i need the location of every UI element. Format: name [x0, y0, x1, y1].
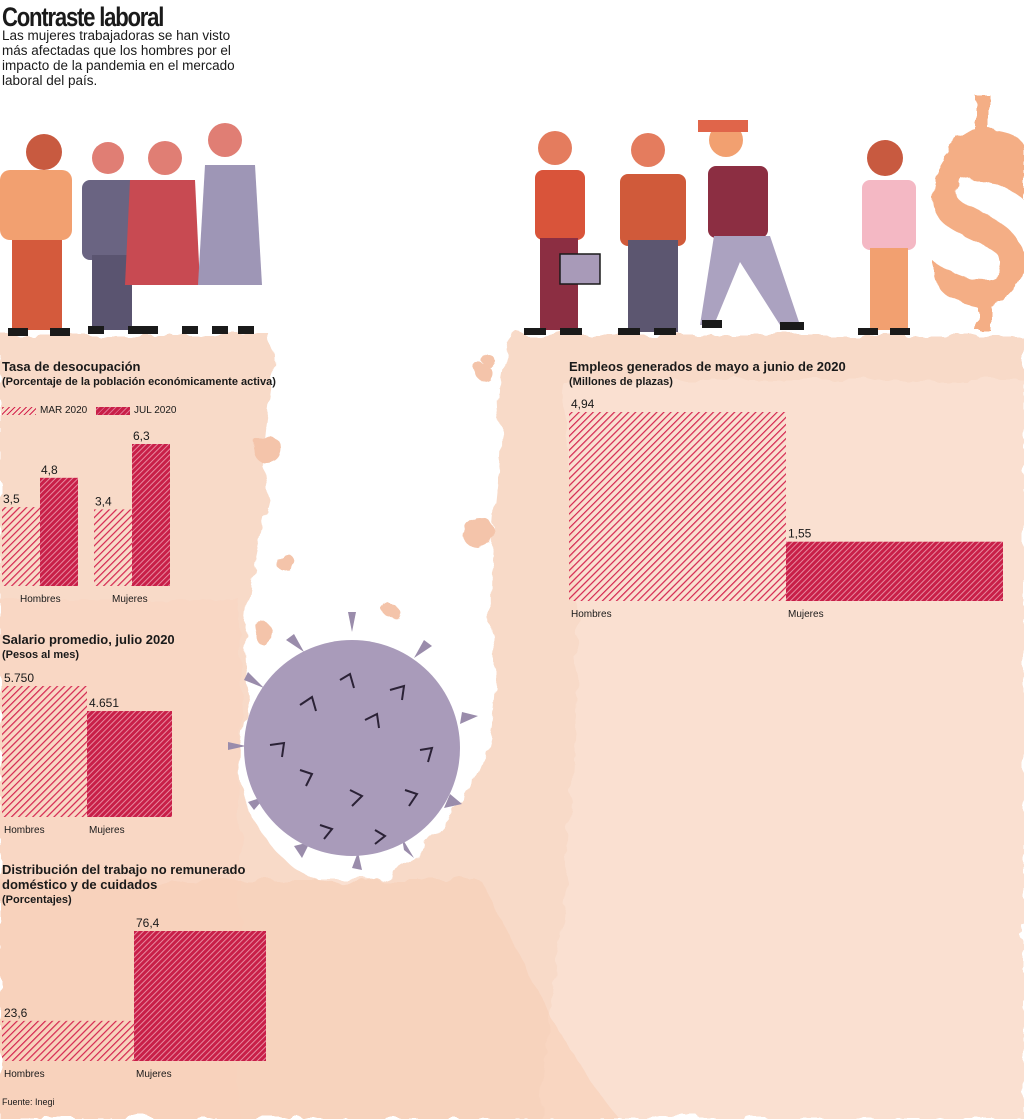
page-title: Contraste laboral — [2, 2, 164, 32]
category-label-hombres: Hombres — [4, 825, 45, 836]
chart-subtitle-salario: (Pesos al mes) — [2, 649, 80, 661]
bar-hombres-mar — [2, 507, 40, 586]
bar-mujeres — [134, 931, 266, 1061]
bar-hombres — [2, 1020, 134, 1061]
category-label-hombres: Hombres — [571, 609, 612, 620]
chart-title-empleos: Empleos generados de mayo a junio de 202… — [569, 359, 846, 374]
men-figures — [524, 120, 916, 335]
category-label-hombres: Hombres — [4, 1069, 45, 1080]
category-label-mujeres: Mujeres — [112, 594, 148, 605]
legend-swatch-jul — [96, 406, 130, 415]
women-figures — [0, 123, 262, 336]
bar-hombres-jul — [40, 477, 78, 586]
bar-mujeres-mar — [94, 509, 132, 586]
value-label-mujeres: 76,4 — [136, 916, 160, 930]
category-label-mujeres: Mujeres — [136, 1069, 172, 1080]
chart-subtitle-desocupacion: (Porcentaje de la población económicamen… — [2, 376, 276, 388]
legend-mar: MAR 2020 — [2, 405, 87, 416]
legend-swatch-mar — [2, 406, 36, 415]
value-label-hombres-jul: 4,8 — [41, 463, 58, 477]
chart-title-desocupacion: Tasa de desocupación — [2, 359, 141, 374]
dollar-sign-icon — [930, 95, 1024, 330]
value-label-hombres: 4,94 — [571, 397, 595, 411]
value-label-hombres: 5.750 — [4, 671, 34, 685]
chart-empleos: 4,94 Hombres 1,55 Mujeres — [569, 397, 1003, 620]
category-label-hombres: Hombres — [20, 594, 61, 605]
bar-mujeres — [786, 541, 1003, 601]
category-label-mujeres: Mujeres — [788, 609, 824, 620]
value-label-hombres-mar: 3,5 — [3, 492, 20, 506]
bar-hombres — [2, 686, 87, 817]
value-label-mujeres: 4.651 — [89, 696, 119, 710]
virus-icon — [228, 612, 478, 870]
value-label-mujeres-jul: 6,3 — [133, 429, 150, 443]
legend-label-jul: JUL 2020 — [134, 405, 177, 416]
chart-subtitle-empleos: (Millones de plazas) — [569, 376, 673, 388]
chart-salario: 5.750 Hombres 4.651 Mujeres — [2, 671, 172, 836]
page-subtitle: Las mujeres trabajadoras se han visto má… — [2, 28, 235, 88]
chart-desocupacion: 3,5 4,8 Hombres 3,4 6,3 Mujeres — [2, 429, 170, 605]
chart-trabajo: 23,6 Hombres 76,4 Mujeres — [2, 916, 266, 1080]
legend-label-mar: MAR 2020 — [40, 405, 88, 416]
chart-title-trabajo: Distribución del trabajo no remunerado d… — [2, 862, 246, 892]
value-label-mujeres-mar: 3,4 — [95, 494, 112, 508]
chart-subtitle-trabajo: (Porcentajes) — [2, 894, 72, 906]
bar-hombres — [569, 412, 786, 601]
value-label-hombres: 23,6 — [4, 1006, 28, 1020]
chart-title-salario: Salario promedio, julio 2020 — [2, 632, 175, 647]
source-note: Fuente: Inegi — [2, 1097, 55, 1107]
legend-jul: JUL 2020 — [96, 405, 176, 416]
bar-mujeres-jul — [132, 444, 170, 586]
category-label-mujeres: Mujeres — [89, 825, 125, 836]
bar-mujeres — [87, 711, 172, 817]
value-label-mujeres: 1,55 — [788, 527, 812, 541]
